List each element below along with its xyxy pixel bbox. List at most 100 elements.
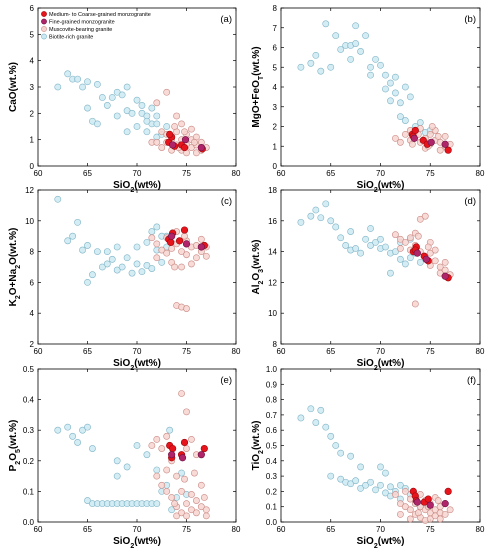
data-point-fine [197, 451, 205, 459]
data-point-biotite [69, 432, 77, 440]
data-point-biotite [64, 423, 72, 431]
data-point-fine [426, 501, 434, 509]
x-tick-label: 65 [326, 525, 335, 534]
data-point-muscovite [202, 512, 210, 520]
data-point-biotite [143, 451, 151, 459]
y-tick-label: 2 [30, 109, 35, 118]
data-point-biotite [312, 52, 320, 59]
data-point-muscovite [153, 435, 161, 443]
data-point-biotite [332, 223, 340, 231]
data-point-muscovite [202, 506, 210, 514]
data-point-muscovite [202, 252, 210, 260]
data-point-muscovite [153, 472, 161, 480]
panel-label: (c) [221, 196, 232, 207]
data-point-muscovite [424, 243, 432, 251]
data-point-biotite [168, 506, 176, 514]
legend-marker-fine [41, 18, 47, 25]
data-point-biotite [337, 475, 345, 483]
y-tick-label: 1.0 [266, 365, 278, 374]
data-point-muscovite [163, 487, 171, 495]
data-point-muscovite [153, 99, 161, 107]
y-tick-label: 0.3 [266, 472, 278, 481]
data-point-muscovite [181, 475, 188, 483]
data-point-muscovite [173, 472, 180, 480]
data-point-fine [441, 272, 449, 280]
y-axis-label: TiO2(wt.%) [251, 421, 265, 471]
y-tick-label: 0.4 [23, 396, 35, 405]
data-point-medium_coarse [180, 226, 189, 234]
data-point-biotite [367, 225, 374, 232]
data-point-biotite [133, 442, 141, 449]
data-point-biotite [347, 480, 355, 488]
data-point-biotite [148, 265, 156, 272]
y-tick-label: 8 [273, 4, 278, 13]
data-point-muscovite [406, 515, 414, 523]
y-tick-label: 10 [268, 309, 277, 318]
data-point-biotite [392, 89, 399, 97]
data-point-biotite [138, 268, 146, 276]
x-axis-label: SiO2(wt%) [113, 358, 161, 372]
x-tick-label: 75 [426, 525, 435, 534]
data-point-biotite [372, 238, 379, 246]
data-point-biotite [74, 75, 81, 83]
data-point-biotite [401, 83, 409, 91]
data-point-biotite [367, 242, 374, 249]
data-point-muscovite [441, 266, 449, 274]
x-tick-label: 70 [376, 169, 385, 178]
data-point-biotite [158, 258, 166, 266]
data-point-muscovite [183, 408, 190, 416]
y-tick-label: 3 [30, 83, 35, 92]
chart-panel-f: 60 65 70 75 80 0.0 0.1 0.2 0.3 0.4 0.5 0.6 0.7 0.8 0.9… [251, 365, 485, 550]
y-tick-label: 4 [30, 309, 35, 318]
data-point-muscovite [197, 481, 205, 489]
data-point-muscovite [163, 466, 171, 474]
data-point-fine [168, 451, 176, 459]
plot-frame [280, 368, 481, 523]
data-point-biotite [133, 96, 141, 104]
data-point-muscovite [401, 487, 409, 495]
data-point-muscovite [163, 432, 171, 440]
data-point-muscovite [181, 128, 188, 136]
data-point-biotite [382, 469, 389, 477]
data-point-biotite [297, 218, 305, 226]
x-tick-label: 65 [326, 169, 335, 178]
data-point-biotite [362, 481, 369, 489]
y-tick-label: 0.3 [23, 426, 35, 435]
data-point-muscovite [446, 506, 454, 514]
data-point-biotite [387, 79, 394, 87]
data-point-muscovite [436, 146, 444, 154]
data-point-biotite [118, 91, 126, 99]
x-tick-label: 70 [133, 347, 142, 356]
data-point-biotite [84, 497, 91, 504]
y-tick-label: 5 [273, 63, 278, 72]
data-point-biotite [143, 262, 151, 269]
data-point-biotite [352, 22, 360, 30]
data-point-muscovite [406, 506, 414, 514]
data-point-biotite [322, 20, 330, 28]
data-point-medium_coarse [200, 444, 208, 453]
y-tick-label: 5 [30, 30, 35, 39]
data-point-biotite [352, 245, 360, 252]
data-point-biotite [322, 423, 330, 431]
data-point-muscovite [428, 123, 436, 130]
data-point-muscovite [401, 503, 409, 511]
y-axis-label: K2O+Na2O(wt.%) [8, 228, 22, 307]
data-point-biotite [94, 120, 101, 128]
data-point-medium_coarse [180, 143, 189, 152]
data-point-fine [178, 454, 187, 462]
data-point-muscovite [406, 234, 414, 242]
data-point-biotite [396, 481, 404, 489]
data-point-biotite [406, 254, 414, 262]
data-point-biotite [307, 59, 315, 67]
data-point-fine [441, 500, 449, 508]
data-point-biotite [382, 85, 389, 93]
data-point-biotite [79, 246, 86, 254]
x-tick-label: 70 [133, 169, 142, 178]
data-point-biotite [54, 195, 62, 203]
data-point-biotite [123, 254, 131, 262]
data-point-biotite [307, 405, 315, 413]
x-tick-label: 60 [277, 525, 286, 534]
data-point-biotite [123, 83, 131, 91]
x-tick-label: 65 [326, 347, 335, 356]
y-tick-label: 0.7 [266, 411, 278, 420]
